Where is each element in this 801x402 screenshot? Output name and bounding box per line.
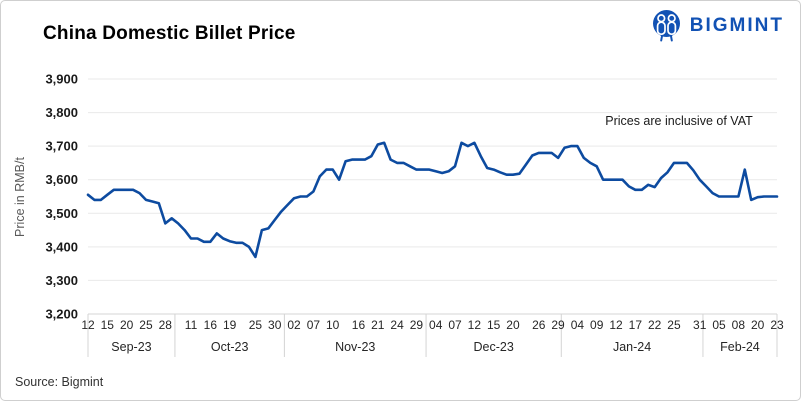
x-tick-label: 23	[770, 318, 784, 332]
month-label: Feb-24	[720, 340, 760, 354]
x-tick-label: 12	[468, 318, 482, 332]
x-tick-label: 20	[751, 318, 765, 332]
month-label: Dec-23	[474, 340, 514, 354]
x-tick-label: 20	[506, 318, 520, 332]
x-tick-label: 15	[487, 318, 501, 332]
x-tick-label: 29	[551, 318, 565, 332]
x-tick-label: 12	[609, 318, 623, 332]
x-tick-label: 11	[185, 318, 198, 332]
x-tick-label: 02	[287, 318, 301, 332]
x-tick-label: 28	[159, 318, 173, 332]
x-tick-label: 07	[448, 318, 462, 332]
x-tick-label: 21	[371, 318, 385, 332]
y-tick-label: 3,500	[45, 206, 78, 221]
month-label: Oct-23	[211, 340, 249, 354]
y-tick-label: 3,400	[45, 239, 78, 254]
y-tick-label: 3,300	[45, 273, 78, 288]
y-tick-label: 3,600	[45, 172, 78, 187]
x-tick-label: 30	[268, 318, 282, 332]
x-tick-label: 20	[120, 318, 134, 332]
x-tick-label: 25	[249, 318, 263, 332]
x-tick-label: 12	[81, 318, 95, 332]
x-tick-label: 09	[590, 318, 604, 332]
x-tick-label: 29	[410, 318, 424, 332]
x-tick-label: 04	[429, 318, 443, 332]
x-tick-label: 07	[307, 318, 321, 332]
x-tick-label: 15	[101, 318, 115, 332]
price-line	[86, 141, 779, 259]
month-label: Sep-23	[111, 340, 151, 354]
chart-title: China Domestic Billet Price	[43, 23, 296, 44]
x-tick-label: 08	[732, 318, 746, 332]
x-tick-label: 25	[139, 318, 153, 332]
bigmint-logo: BIGMINT	[651, 9, 784, 43]
vat-annotation: Prices are inclusive of VAT	[605, 114, 753, 128]
x-tick-label: 19	[223, 318, 237, 332]
source-note: Source: Bigmint	[15, 375, 104, 389]
x-tick-label: 16	[204, 318, 218, 332]
x-tick-label: 24	[390, 318, 404, 332]
bigmint-logo-icon	[652, 10, 680, 42]
month-label: Nov-23	[335, 340, 375, 354]
x-tick-label: 17	[629, 318, 643, 332]
x-tick-label: 16	[352, 318, 366, 332]
month-label: Jan-24	[613, 340, 651, 354]
x-tick-label: 31	[693, 318, 707, 332]
x-tick-label: 26	[532, 318, 546, 332]
x-tick-label: 04	[571, 318, 585, 332]
y-tick-label: 3,900	[45, 72, 78, 87]
x-tick-label: 05	[712, 318, 726, 332]
bigmint-logo-text: BIGMINT	[689, 15, 784, 36]
y-tick-label: 3,200	[45, 307, 78, 322]
x-tick-label: 22	[648, 318, 662, 332]
y-axis-title: Price in RMB/t	[13, 157, 27, 237]
y-tick-label: 3,700	[45, 139, 78, 154]
x-tick-label: 25	[667, 318, 681, 332]
x-tick-label: 10	[326, 318, 340, 332]
y-tick-label: 3,800	[45, 105, 78, 120]
